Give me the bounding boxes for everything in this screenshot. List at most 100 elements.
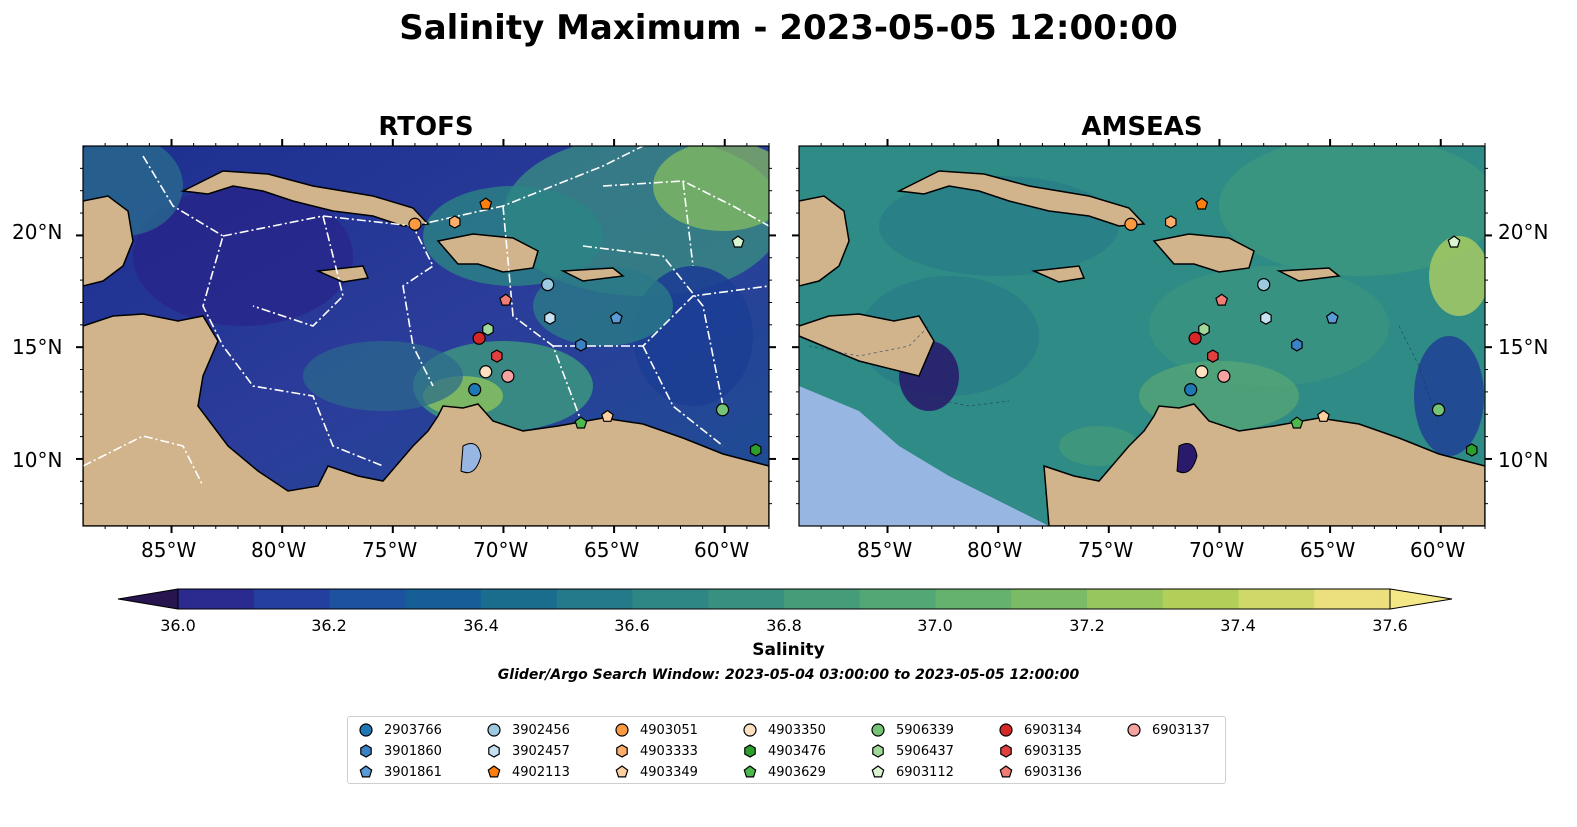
legend-label: 5906437 [896,743,954,759]
float-marker-4903349 [1317,409,1330,422]
colorbar-segment [1238,589,1315,609]
legend-label: 4903350 [768,722,826,738]
colorbar-segment [1011,589,1088,609]
legend-marker-icon [743,765,757,778]
lon-tick-60-right: 60°W [1410,538,1466,562]
rtofs-floats [408,197,762,457]
float-marker-4903476 [1465,443,1478,457]
amseas-map [792,139,1492,533]
cbar-tick-3: 36.6 [614,616,650,635]
float-marker-4903333 [1164,215,1177,229]
cbar-tick-0: 36.0 [160,616,196,635]
legend-marker-icon [744,744,756,758]
lon-tick-70-left: 70°W [473,538,529,562]
colorbar-label: Salinity [752,640,825,660]
float-marker-3902456 [1257,277,1271,292]
legend-marker-icon [359,765,373,778]
legend-label: 4903051 [640,722,698,738]
float-marker-6903134 [1188,331,1202,345]
float-marker-5906339 [1431,403,1446,417]
colorbar [117,588,1453,610]
colorbar-segment [784,589,861,609]
colorbar-segment [405,589,482,609]
legend-label: 4903349 [640,764,698,780]
legend-label: 6903137 [1152,722,1210,738]
float-marker-2903766 [468,383,482,397]
legend-label: 2903766 [384,722,442,738]
legend-item-6903135: 6903135 [998,741,1082,761]
legend-marker-icon [1127,723,1141,737]
cbar-tick-4: 36.8 [766,616,802,635]
float-marker-3902457 [1260,311,1272,325]
colorbar-segment [329,589,406,609]
cbar-tick-5: 37.0 [917,616,953,635]
lat-tick-15-right: 15°N [1498,335,1549,359]
legend-marker-icon [360,744,372,758]
lon-tick-65-right: 65°W [1300,538,1356,562]
float-marker-2903766 [1184,383,1198,397]
legend-marker-icon [872,744,884,758]
lon-tick-80-right: 80°W [967,538,1023,562]
float-marker-6903112 [1447,235,1461,248]
legend-marker-icon [487,765,501,778]
cbar-tick-7: 37.4 [1220,616,1256,635]
colorbar-extend-high [1389,588,1453,610]
float-marker-6903112 [731,235,745,248]
legend-marker-icon [999,765,1013,778]
legend-item-5906437: 5906437 [870,741,954,761]
legend-item-3901860: 3901860 [358,741,442,761]
legend-label: 4902113 [512,764,570,780]
panel-title-rtofs: RTOFS [378,112,474,142]
float-marker-6903135 [1207,349,1219,363]
float-marker-4903476 [749,443,762,457]
float-marker-4903051 [1124,217,1138,231]
legend-marker-icon [616,744,628,758]
legend-item-3902457: 3902457 [486,741,570,761]
rtofs-land [83,170,769,526]
cbar-tick-6: 37.2 [1069,616,1105,635]
legend-item-5906339: 5906339 [870,720,954,740]
colorbar-extend-low [117,588,179,610]
legend-marker-icon [487,723,501,737]
float-marker-6903136 [1215,293,1229,306]
float-marker-3901860 [575,338,587,352]
rtofs-map [76,139,776,533]
legend-item-3901861: 3901861 [358,762,442,782]
legend-item-4903476: 4903476 [742,741,826,761]
lon-tick-60-left: 60°W [694,538,750,562]
colorbar-segment [632,589,709,609]
legend-label: 6903136 [1024,764,1082,780]
legend-marker-icon [488,744,500,758]
float-marker-6903136 [499,293,513,306]
legend-item-6903134: 6903134 [998,720,1082,740]
legend-marker-icon [871,765,885,778]
lon-tick-85-left: 85°W [141,538,197,562]
legend-item-6903136: 6903136 [998,762,1082,782]
lon-tick-85-right: 85°W [857,538,913,562]
float-marker-3901861 [1325,311,1339,324]
lat-tick-20-left: 20°N [12,220,63,244]
float-marker-4902113 [479,197,493,210]
float-marker-6903134 [472,331,486,345]
lat-tick-10-right: 10°N [1498,448,1549,472]
float-marker-4903333 [448,215,461,229]
lat-tick-20-right: 20°N [1498,220,1549,244]
float-marker-4903051 [408,217,422,231]
legend-marker-icon [615,723,629,737]
legend-item-4903051: 4903051 [614,720,698,740]
lon-tick-65-left: 65°W [584,538,640,562]
lon-tick-70-right: 70°W [1189,538,1245,562]
colorbar-segment [859,589,936,609]
lat-tick-15-left: 15°N [12,335,63,359]
legend-label: 4903476 [768,743,826,759]
amseas-floats [1124,197,1478,457]
legend-label: 4903629 [768,764,826,780]
float-marker-5906339 [715,403,730,417]
search-window-label: Glider/Argo Search Window: 2023-05-04 03… [497,667,1080,683]
colorbar-segment [178,589,255,609]
legend-item-3902456: 3902456 [486,720,570,740]
float-marker-6903137 [1217,369,1231,383]
cbar-tick-8: 37.6 [1372,616,1408,635]
float-marker-3901860 [1291,338,1303,352]
colorbar-segment [556,589,633,609]
